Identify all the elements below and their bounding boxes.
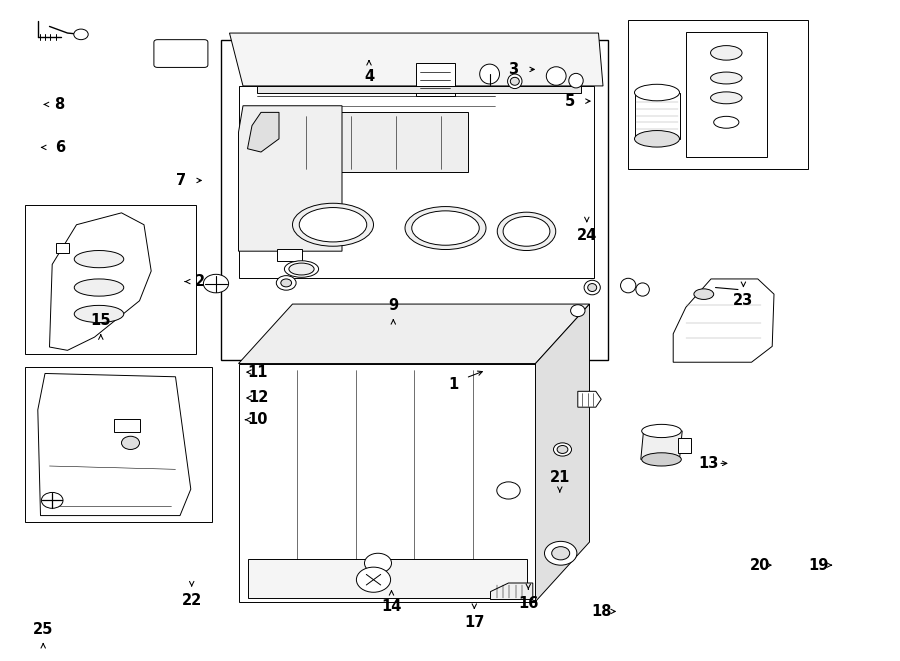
Text: 16: 16 [518, 596, 538, 611]
Ellipse shape [284, 261, 319, 278]
Ellipse shape [289, 263, 314, 275]
Text: 6: 6 [55, 140, 65, 155]
Text: 21: 21 [550, 470, 570, 485]
Polygon shape [491, 583, 533, 600]
Ellipse shape [584, 280, 600, 295]
Circle shape [544, 541, 577, 565]
Ellipse shape [74, 305, 124, 323]
Ellipse shape [412, 211, 479, 245]
Polygon shape [536, 304, 590, 602]
Circle shape [497, 482, 520, 499]
Polygon shape [230, 33, 603, 86]
Ellipse shape [510, 77, 519, 85]
Text: 10: 10 [248, 412, 268, 427]
Polygon shape [416, 63, 454, 96]
Text: 4: 4 [364, 69, 374, 83]
Ellipse shape [405, 206, 486, 249]
Text: 15: 15 [91, 313, 111, 328]
Ellipse shape [508, 74, 522, 89]
Bar [628, 20, 808, 169]
Ellipse shape [74, 279, 124, 296]
Polygon shape [256, 86, 580, 93]
Text: 22: 22 [182, 593, 202, 607]
Text: 24: 24 [577, 229, 597, 243]
Polygon shape [50, 213, 151, 350]
Text: 1: 1 [448, 377, 458, 392]
Polygon shape [261, 112, 468, 172]
Text: 3: 3 [508, 62, 518, 77]
Ellipse shape [299, 208, 367, 242]
Ellipse shape [714, 116, 739, 128]
Text: 18: 18 [591, 604, 612, 619]
Polygon shape [238, 364, 536, 602]
Ellipse shape [694, 289, 714, 299]
Circle shape [122, 436, 140, 449]
Ellipse shape [281, 279, 292, 287]
Text: 9: 9 [388, 298, 399, 313]
Text: 7: 7 [176, 173, 186, 188]
Ellipse shape [554, 443, 572, 456]
Circle shape [203, 274, 229, 293]
Circle shape [356, 567, 391, 592]
Ellipse shape [642, 453, 681, 466]
Polygon shape [641, 431, 682, 459]
Polygon shape [673, 279, 774, 362]
Ellipse shape [503, 216, 550, 246]
Ellipse shape [276, 276, 296, 290]
Polygon shape [38, 373, 191, 516]
Bar [114, 419, 140, 432]
Ellipse shape [635, 283, 650, 296]
Bar [25, 367, 212, 522]
Ellipse shape [557, 446, 568, 453]
Text: 23: 23 [734, 293, 753, 308]
Circle shape [552, 547, 570, 560]
Polygon shape [678, 438, 691, 453]
Ellipse shape [621, 278, 635, 293]
Ellipse shape [546, 67, 566, 85]
Bar [220, 40, 608, 360]
Polygon shape [248, 112, 279, 152]
Polygon shape [238, 304, 590, 364]
Circle shape [41, 492, 63, 508]
Circle shape [74, 29, 88, 40]
Text: 14: 14 [382, 599, 401, 613]
Bar [248, 559, 526, 598]
Ellipse shape [292, 203, 374, 246]
Circle shape [364, 553, 392, 573]
Ellipse shape [634, 130, 680, 147]
Ellipse shape [480, 64, 500, 84]
Ellipse shape [642, 424, 681, 438]
Text: 17: 17 [464, 615, 484, 630]
Bar [25, 205, 196, 354]
Polygon shape [238, 86, 594, 278]
Text: 20: 20 [750, 558, 770, 572]
Ellipse shape [571, 305, 585, 317]
Text: 13: 13 [698, 456, 719, 471]
Text: 25: 25 [33, 622, 53, 637]
Text: 19: 19 [808, 558, 829, 572]
Polygon shape [56, 243, 69, 253]
Ellipse shape [634, 84, 680, 100]
Polygon shape [578, 391, 601, 407]
Ellipse shape [74, 251, 124, 268]
Polygon shape [238, 106, 342, 251]
Text: 8: 8 [55, 97, 65, 112]
Polygon shape [634, 93, 680, 139]
Text: 12: 12 [248, 391, 268, 405]
Text: 11: 11 [248, 365, 268, 379]
Text: 2: 2 [195, 274, 205, 289]
Text: 5: 5 [565, 94, 575, 108]
Ellipse shape [588, 284, 597, 292]
Ellipse shape [497, 212, 556, 251]
Ellipse shape [569, 73, 583, 88]
Ellipse shape [711, 72, 742, 84]
Ellipse shape [711, 46, 742, 60]
Bar [686, 32, 767, 157]
FancyBboxPatch shape [154, 40, 208, 67]
Bar [277, 249, 302, 261]
Ellipse shape [711, 92, 742, 104]
